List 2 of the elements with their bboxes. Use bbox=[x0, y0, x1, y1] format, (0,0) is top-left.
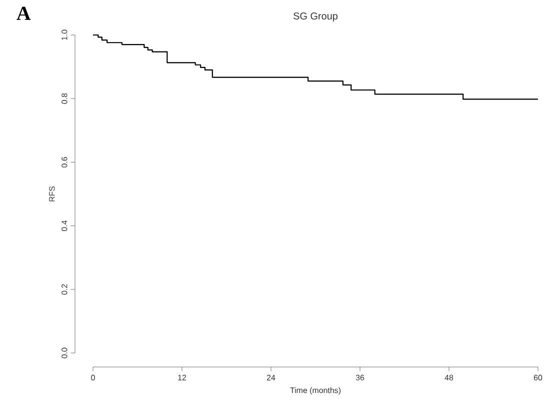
chart-title: SG Group bbox=[294, 12, 338, 22]
text: A bbox=[16, 6, 31, 20]
